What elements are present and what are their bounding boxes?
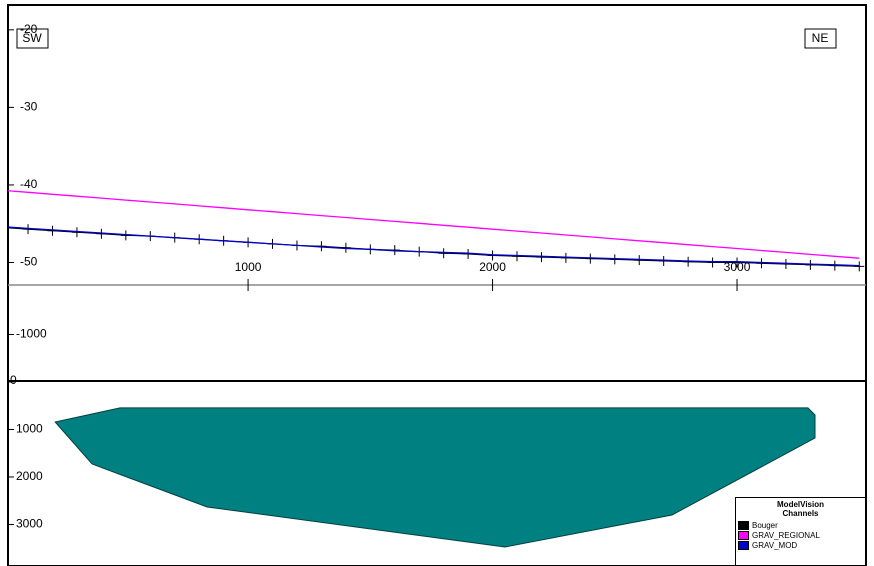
legend-label: GRAV_MOD — [752, 540, 798, 550]
y-tick-label: -20 — [20, 22, 38, 36]
data-point — [829, 260, 840, 271]
legend-item: Bouger — [736, 520, 865, 530]
annotation: NE — [812, 31, 829, 45]
legend-label: GRAV_REGIONAL — [752, 530, 820, 540]
y-tick-label: -1000 — [16, 327, 47, 341]
legend-item: GRAV_REGIONAL — [736, 530, 865, 540]
y-tick-label: -40 — [20, 177, 38, 191]
legend-swatch — [738, 520, 749, 530]
legend-item: GRAV_MOD — [736, 540, 865, 550]
data-point — [536, 252, 547, 263]
plot — [8, 190, 865, 548]
x-tick-label: 1000 — [235, 260, 262, 274]
y-tick-label: -30 — [20, 100, 38, 114]
data-point — [512, 251, 522, 262]
y-tick-label: 2000 — [16, 469, 43, 483]
y-tick-label: 0 — [10, 373, 17, 387]
data-point — [756, 258, 767, 269]
legend-label: Bouger — [752, 520, 778, 530]
legend: ModelVision Channels Bouger GRAV_REGIONAL… — [735, 497, 866, 566]
data-point — [634, 255, 645, 266]
series-line — [8, 190, 860, 259]
body-polygon — [54, 407, 816, 548]
sw-box — [16, 28, 49, 49]
ne-box — [804, 28, 837, 49]
annotation: SW — [22, 31, 42, 45]
x-tick-label: 3000 — [724, 260, 751, 274]
legend-title: ModelVision Channels — [777, 500, 824, 518]
data-point — [438, 248, 449, 259]
y-tick-label: 1000 — [16, 422, 43, 436]
data-point — [707, 257, 718, 268]
legend-swatch — [738, 530, 749, 540]
series-line — [8, 226, 860, 267]
x-tick-label: 2000 — [479, 260, 506, 274]
data-point — [854, 261, 865, 272]
y-tick-label: -50 — [20, 255, 38, 269]
y-tick-label: 3000 — [16, 517, 43, 531]
data-point — [732, 257, 743, 268]
data-point — [609, 254, 620, 265]
legend-swatch — [738, 540, 749, 550]
